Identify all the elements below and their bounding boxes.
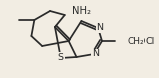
Text: CH₂Cl: CH₂Cl (128, 38, 153, 46)
Text: S: S (58, 54, 64, 62)
Text: N: N (92, 50, 99, 58)
Text: NH₂: NH₂ (72, 6, 91, 16)
Text: N: N (97, 23, 104, 33)
Text: Cl: Cl (145, 37, 154, 45)
